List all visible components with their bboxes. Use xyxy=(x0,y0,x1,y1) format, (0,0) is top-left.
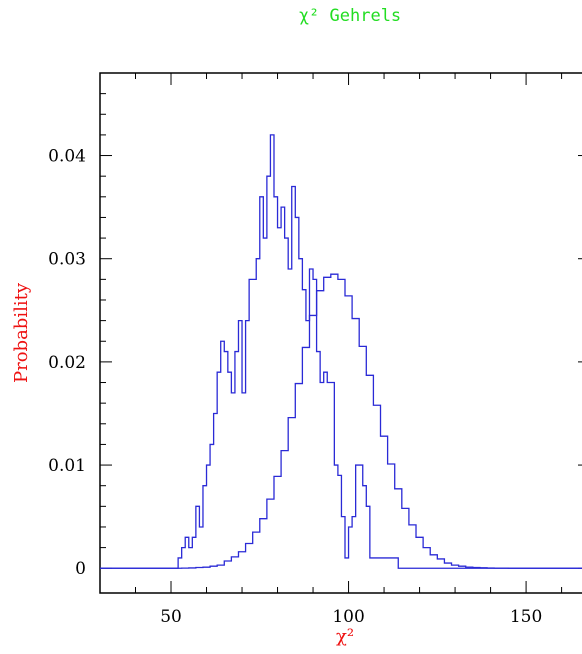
x-tick-label: 100 xyxy=(332,607,364,627)
series-layer xyxy=(100,134,582,569)
tick-labels: 0 0.01 0.02 0.03 0.04 50 100 150 xyxy=(48,147,542,627)
chart-title: χ² Gehrels xyxy=(298,6,402,26)
plot-frame xyxy=(99,72,582,594)
y-tick-label: 0 xyxy=(75,559,86,579)
series-line-2 xyxy=(100,273,582,569)
x-axis-label: χ² xyxy=(336,626,354,647)
series-line-1 xyxy=(100,134,582,569)
axis-ticks xyxy=(99,72,582,593)
y-axis-label: Probability xyxy=(11,282,32,383)
x-tick-label: 50 xyxy=(160,607,182,627)
y-tick-label: 0.02 xyxy=(48,353,86,373)
y-tick-label: 0.03 xyxy=(48,250,86,270)
x-tick-label: 150 xyxy=(510,607,542,627)
y-tick-label: 0.04 xyxy=(48,147,86,167)
y-tick-label: 0.01 xyxy=(48,456,86,476)
